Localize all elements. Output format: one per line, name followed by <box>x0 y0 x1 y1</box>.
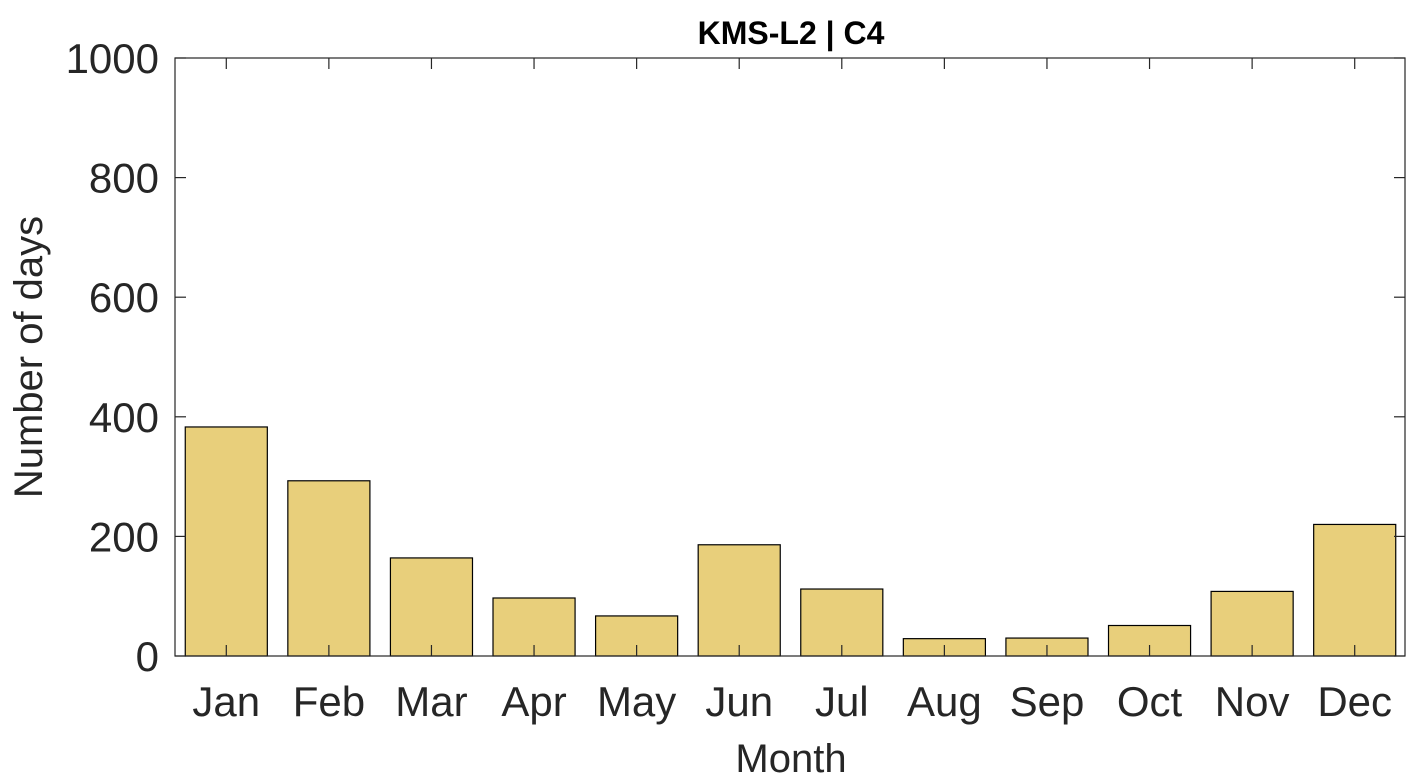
bar-mar <box>389 557 474 657</box>
plot-box <box>174 57 1406 657</box>
bar-jan <box>184 426 268 657</box>
x-tick-label-nov: Nov <box>1215 678 1290 725</box>
bar-feb <box>287 480 371 657</box>
x-tick-label-sep: Sep <box>1010 678 1085 725</box>
y-tick-label: 600 <box>89 274 159 321</box>
y-axis-label: Number of days <box>7 216 51 498</box>
x-tick-label-aug: Aug <box>907 678 982 725</box>
x-tick-label-jun: Jun <box>705 678 773 725</box>
x-tick-label-jan: Jan <box>192 678 260 725</box>
x-tick-label-feb: Feb <box>293 678 365 725</box>
bars-group <box>184 426 1397 657</box>
x-tick-label-apr: Apr <box>501 678 566 725</box>
x-tick-label-oct: Oct <box>1117 678 1183 725</box>
y-tick-label: 0 <box>136 633 159 680</box>
x-tick-label-dec: Dec <box>1317 678 1392 725</box>
x-axis-label: Month <box>735 737 846 781</box>
axes-group <box>174 57 1406 657</box>
bar-jul <box>800 588 884 657</box>
bar-jun <box>697 544 781 657</box>
chart-title: KMS-L2 | C4 <box>698 15 885 51</box>
x-tick-label-jul: Jul <box>815 678 869 725</box>
y-tick-label: 200 <box>89 513 159 560</box>
x-tick-label-mar: Mar <box>395 678 467 725</box>
y-tick-label: 400 <box>89 394 159 441</box>
y-tick-label: 1000 <box>66 35 159 82</box>
y-ticks-group: 0 200 400 600 800 1000 <box>66 35 1405 680</box>
x-tick-label-may: May <box>597 678 676 725</box>
y-tick-label: 800 <box>89 155 159 202</box>
x-ticks-group: Jan Feb Mar Apr May Jun Jul Aug Sep Oct Nov Dec <box>192 58 1392 725</box>
bar-dec <box>1313 523 1397 657</box>
